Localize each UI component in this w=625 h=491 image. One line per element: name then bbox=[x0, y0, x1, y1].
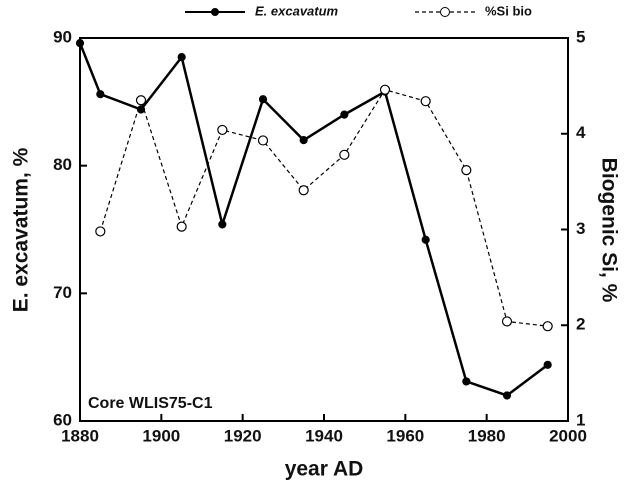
data-point bbox=[258, 95, 268, 104]
y-axis-label: E. excavatum, % bbox=[10, 147, 33, 312]
data-point bbox=[218, 220, 227, 229]
data-point bbox=[96, 90, 105, 99]
data-point bbox=[177, 53, 186, 62]
y2-axis-label: Biogenic Si, % bbox=[597, 158, 620, 303]
data-point bbox=[339, 149, 350, 160]
x-tick-label: 1980 bbox=[468, 426, 506, 445]
data-point bbox=[501, 316, 513, 327]
series-line bbox=[78, 42, 549, 397]
y2-tick-label: 5 bbox=[576, 27, 585, 46]
data-point bbox=[420, 96, 431, 107]
data-point bbox=[340, 110, 349, 119]
data-point bbox=[461, 165, 472, 176]
y-tick-label: 80 bbox=[53, 155, 72, 174]
legend-marker bbox=[211, 8, 219, 16]
data-point bbox=[95, 226, 106, 237]
y-tick-label: 60 bbox=[53, 410, 72, 429]
data-point bbox=[257, 135, 269, 146]
x-tick-label: 1960 bbox=[386, 426, 424, 445]
y2-tick-label: 4 bbox=[576, 123, 586, 142]
data-point bbox=[217, 124, 228, 136]
data-point bbox=[298, 185, 309, 196]
y2-tick-label: 3 bbox=[576, 219, 585, 238]
series-line bbox=[99, 89, 548, 327]
x-tick-label: 2000 bbox=[549, 426, 587, 445]
data-point bbox=[176, 221, 187, 232]
y-tick-label: 90 bbox=[53, 27, 72, 46]
x-tick-label: 1880 bbox=[61, 426, 99, 445]
legend-label: E. excavatum bbox=[255, 3, 339, 18]
legend-marker bbox=[440, 7, 450, 17]
y2-tick-label: 1 bbox=[576, 410, 585, 429]
data-point bbox=[542, 321, 553, 332]
data-point bbox=[75, 39, 85, 48]
x-tick-label: 1900 bbox=[142, 426, 180, 445]
data-point bbox=[299, 136, 308, 145]
data-point bbox=[462, 377, 471, 386]
data-point bbox=[421, 235, 430, 244]
x-tick-label: 1920 bbox=[224, 426, 262, 445]
legend-label: %Si bio bbox=[485, 3, 532, 18]
x-tick-label: 1940 bbox=[305, 426, 343, 445]
data-point bbox=[379, 84, 391, 95]
data-point bbox=[135, 95, 147, 106]
data-point bbox=[502, 391, 512, 400]
annotation: Core WLIS75-C1 bbox=[88, 395, 213, 412]
x-axis-label: year AD bbox=[285, 458, 364, 481]
y-tick-label: 70 bbox=[53, 283, 72, 302]
data-point bbox=[543, 360, 552, 369]
y2-tick-label: 2 bbox=[576, 315, 585, 334]
